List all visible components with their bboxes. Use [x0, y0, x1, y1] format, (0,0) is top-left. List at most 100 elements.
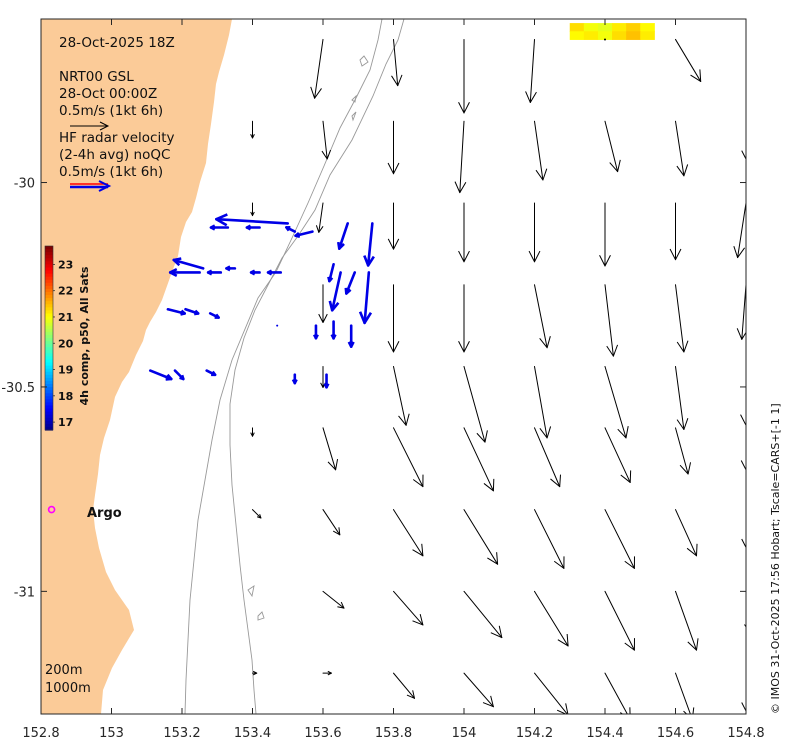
- model-current-arrow: [534, 590, 569, 647]
- model-current-arrow: [393, 427, 424, 488]
- model-current-arrow: [463, 672, 494, 708]
- model-current-arrow: [534, 366, 552, 439]
- sst-pixel: [626, 31, 641, 40]
- colorbar-segment: [45, 316, 53, 321]
- colorbar-segment: [45, 347, 53, 351]
- model-current-arrow: [463, 427, 495, 492]
- sst-pixel: [597, 23, 613, 32]
- colorbar-segment: [45, 344, 53, 348]
- sst-colorbar: 23 22 21 20 19 18 17: [44, 245, 74, 431]
- model-current-arrow: [321, 120, 332, 160]
- info-panel: 28-Oct-2025 18Z NRT00 GSL 28-Oct 00:00Z …: [59, 35, 175, 192]
- radar-current-arrow: [347, 324, 355, 348]
- isobath-legend: 200m 1000m: [45, 663, 91, 696]
- model-info-line-3: 0.5m/s (1kt 6h): [59, 103, 163, 119]
- model-info-line-2: 28-Oct 00:00Z: [59, 86, 157, 102]
- model-current-arrow: [675, 38, 702, 82]
- x-axis-ticks: 152.8 153 153.2 153.4 153.6 153.8 154 154.2 154.…: [22, 19, 765, 741]
- sst-swath-layer: [569, 23, 655, 40]
- colorbar-segment: [45, 365, 53, 370]
- model-current-arrow: [604, 284, 619, 357]
- land-mass: [41, 19, 232, 714]
- model-current-arrow: [250, 202, 255, 217]
- radar-current-arrow: [168, 267, 201, 277]
- colorbar-segment: [45, 255, 53, 259]
- sst-pixel: [569, 31, 585, 40]
- model-current-arrow: [250, 120, 255, 139]
- argo-float-marker[interactable]: [47, 505, 56, 514]
- colorbar-segment: [45, 426, 53, 431]
- y-axis-ticks: -30 -30.5 -31: [1, 177, 746, 600]
- model-current-arrow: [387, 284, 400, 353]
- hf-radar-arrows: [148, 213, 375, 389]
- y-tick-label: -30.5: [1, 381, 35, 396]
- radar-current-arrow: [344, 271, 357, 295]
- colorbar-segment: [45, 374, 53, 379]
- x-tick-label: 154.8: [727, 726, 764, 741]
- model-current-arrow: [741, 509, 746, 548]
- model-current-arrow: [322, 670, 332, 676]
- radar-current-arrow: [172, 257, 205, 270]
- colorbar-segment: [45, 279, 53, 284]
- sst-pixel: [626, 23, 641, 32]
- model-scale-arrow: [70, 121, 110, 131]
- model-current-arrow: [387, 120, 400, 175]
- model-current-arrow: [740, 366, 746, 426]
- radar-current-arrow: [294, 230, 314, 239]
- model-current-arrow: [525, 38, 537, 103]
- colorbar-segment: [45, 295, 53, 299]
- colorbar-segment: [45, 267, 53, 272]
- colorbar-tick-label: 20: [58, 337, 74, 350]
- model-current-arrow: [741, 120, 746, 160]
- model-current-arrow: [393, 590, 424, 626]
- colorbar-segment: [45, 390, 53, 394]
- radar-current-arrow: [330, 320, 337, 340]
- model-current-arrow: [322, 427, 339, 471]
- model-current-arrow: [393, 366, 410, 426]
- argo-label: Argo: [87, 506, 122, 521]
- radar-current-arrow: [245, 224, 261, 231]
- isobath-200m: [229, 19, 405, 714]
- colorbar-segment: [45, 402, 53, 407]
- x-tick-label: 153.6: [304, 726, 341, 741]
- colorbar-segment: [45, 362, 53, 367]
- colorbar-segment: [45, 377, 53, 382]
- colorbar-segment: [45, 408, 53, 413]
- colorbar-segment: [45, 264, 53, 269]
- model-current-arrow: [315, 202, 324, 233]
- model-current-arrow: [250, 427, 255, 437]
- model-current-arrow: [675, 284, 689, 353]
- model-current-arrows: [250, 38, 746, 714]
- model-current-arrow: [322, 509, 341, 536]
- model-current-arrow: [604, 509, 635, 569]
- x-tick-label: 152.8: [22, 726, 59, 741]
- colorbar-segment: [45, 328, 53, 333]
- y-tick-label: -31: [14, 585, 35, 600]
- radar-current-arrow: [209, 224, 230, 231]
- radar-current-arrow: [291, 373, 298, 385]
- sst-pixel: [640, 23, 655, 32]
- radar-current-arrow: [225, 265, 237, 272]
- colorbar-segment: [45, 417, 53, 422]
- colorbar-segment: [45, 313, 53, 318]
- colorbar-segment: [45, 249, 53, 253]
- sst-pixel: [583, 23, 599, 32]
- x-tick-label: 154.4: [586, 726, 623, 741]
- colorbar-segment: [45, 246, 53, 250]
- radar-current-arrow: [323, 373, 330, 389]
- model-current-arrow: [740, 427, 746, 471]
- model-current-arrow: [534, 427, 561, 488]
- colorbar-segment: [45, 423, 53, 428]
- sst-pixel: [583, 31, 599, 40]
- model-current-arrow: [604, 120, 621, 173]
- colorbar-frame: [44, 245, 54, 431]
- colorbar-segment: [45, 368, 53, 373]
- radar-current-arrow: [184, 307, 200, 316]
- radar-current-arrow: [327, 262, 335, 283]
- x-tick-label: 154: [452, 726, 477, 741]
- colorbar-segment: [45, 353, 53, 357]
- model-current-arrow: [534, 120, 548, 181]
- colorbar-segment: [45, 292, 53, 296]
- colorbar-tick-label: 19: [58, 364, 73, 377]
